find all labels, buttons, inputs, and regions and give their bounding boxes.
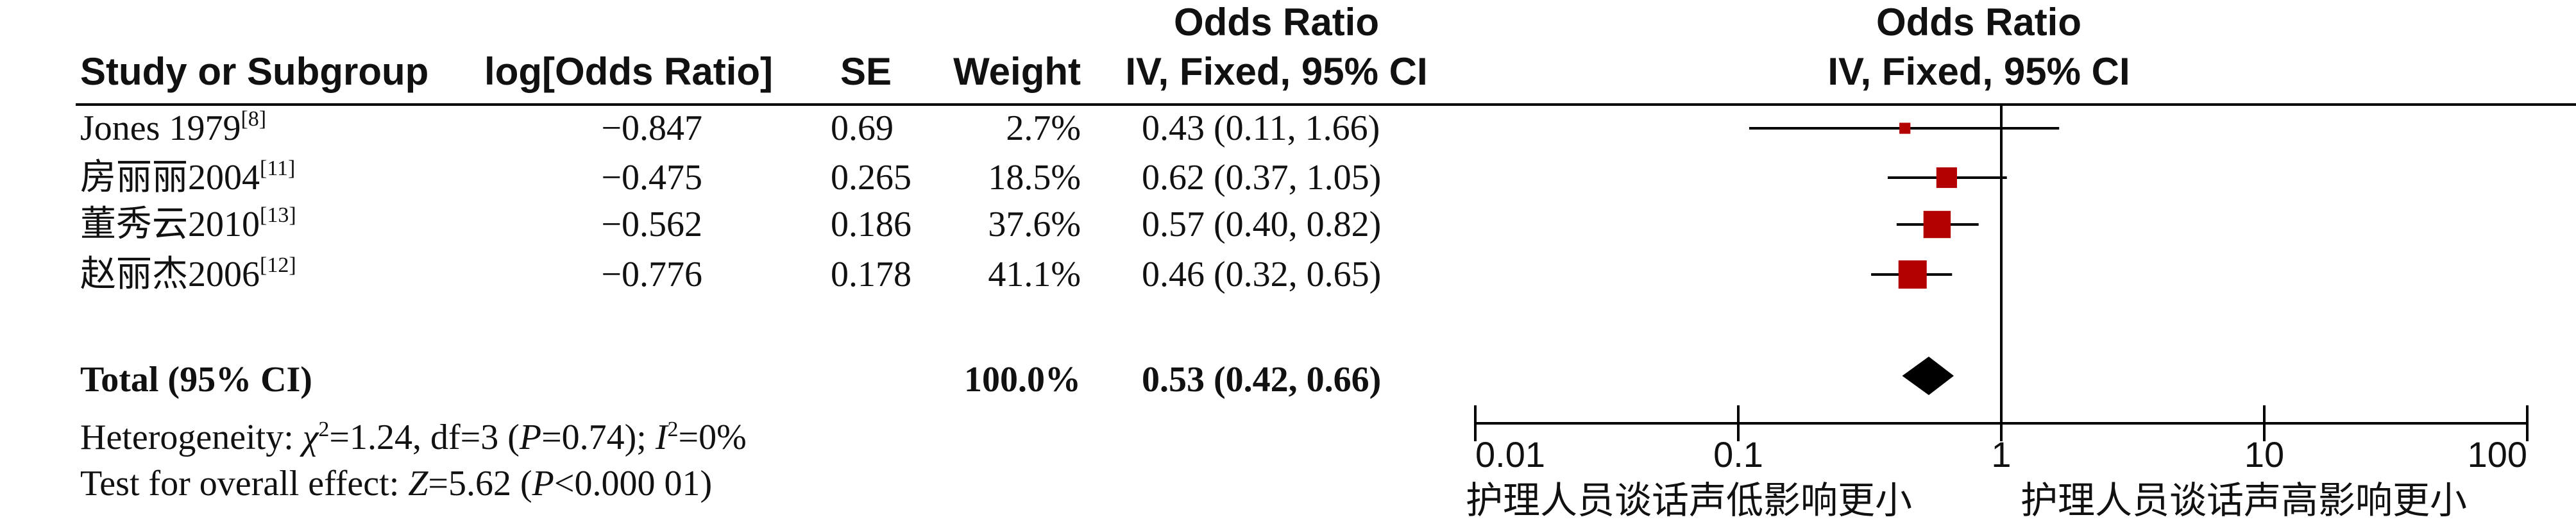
header-se: SE bbox=[840, 50, 892, 93]
study-se: 0.178 bbox=[831, 255, 911, 294]
study-weight: 18.5% bbox=[988, 158, 1081, 198]
study-name-text: 董秀云2010 bbox=[80, 205, 260, 244]
study-ref: [8] bbox=[241, 107, 266, 131]
plot-area: 0.01 0.1 1 10 100 bbox=[1474, 105, 2529, 475]
table-row: 房丽丽2004[11] −0.475 0.265 18.5% 0.62 (0.37, 1… bbox=[80, 156, 1381, 198]
x-tick-label: 0.1 bbox=[1713, 434, 1763, 475]
x-tick-label: 100 bbox=[2468, 434, 2527, 475]
study-log-or: −0.475 bbox=[601, 158, 702, 198]
study-name: 董秀云2010[13] bbox=[80, 203, 296, 244]
overall-effect-text: Test for overall effect: Z=5.62 (P<0.000… bbox=[80, 464, 712, 503]
header-study: Study or Subgroup bbox=[80, 50, 428, 93]
total-weight: 100.0% bbox=[964, 360, 1081, 400]
study-ci-text: 0.57 (0.40, 0.82) bbox=[1142, 205, 1381, 244]
x-tick-label: 10 bbox=[2244, 434, 2284, 475]
study-ci-text: 0.46 (0.32, 0.65) bbox=[1142, 255, 1381, 294]
table-row: 董秀云2010[13] −0.562 0.186 37.6% 0.57 (0.40, 0… bbox=[80, 203, 1381, 244]
study-name: 房丽丽2004[11] bbox=[80, 156, 295, 198]
study-ref: [11] bbox=[260, 156, 295, 180]
study-ci-text: 0.43 (0.11, 1.66) bbox=[1142, 108, 1380, 148]
study-marks bbox=[1749, 123, 2060, 289]
header-log-or: log[Odds Ratio] bbox=[484, 50, 773, 93]
study-marker bbox=[1898, 260, 1927, 289]
x-tick-label: 1 bbox=[1991, 434, 2011, 475]
header-or-top: Odds Ratio bbox=[1174, 1, 1379, 44]
x-tick-label: 0.01 bbox=[1475, 434, 1545, 475]
header-plot-bottom: IV, Fixed, 95% CI bbox=[1827, 50, 2130, 93]
study-log-or: −0.847 bbox=[601, 108, 702, 148]
study-ref: [13] bbox=[260, 203, 296, 227]
total-label: Total (95% CI) bbox=[80, 360, 312, 400]
study-weight: 37.6% bbox=[988, 205, 1081, 244]
table-row: Jones 1979[8] −0.847 0.69 2.7% 0.43 (0.11, 1… bbox=[80, 107, 1380, 148]
study-name-text: Jones 1979 bbox=[80, 108, 241, 148]
x-ticks: 0.01 0.1 1 10 100 bbox=[1474, 405, 2529, 475]
study-name: Jones 1979[8] bbox=[80, 107, 266, 148]
study-weight: 2.7% bbox=[1006, 108, 1081, 148]
study-name-text: 赵丽杰2006 bbox=[80, 255, 260, 294]
study-name: 赵丽杰2006[12] bbox=[80, 253, 296, 294]
study-weight: 41.1% bbox=[988, 255, 1081, 294]
favours-right-label: 护理人员谈话声高影响更小 bbox=[2021, 478, 2467, 522]
header-plot-top: Odds Ratio bbox=[1876, 1, 2081, 44]
study-se: 0.186 bbox=[831, 205, 911, 244]
study-marker bbox=[1899, 123, 1911, 134]
study-log-or: −0.562 bbox=[601, 205, 702, 244]
header-or-bottom: IV, Fixed, 95% CI bbox=[1125, 50, 1427, 93]
study-log-or: −0.776 bbox=[601, 255, 702, 294]
study-ci-text: 0.62 (0.37, 1.05) bbox=[1142, 158, 1381, 198]
heterogeneity-text: Heterogeneity: χ2=1.24, df=3 (P=0.74); I… bbox=[80, 418, 747, 457]
table-row: 赵丽杰2006[12] −0.776 0.178 41.1% 0.46 (0.32, 0… bbox=[80, 253, 1381, 294]
study-marker bbox=[1936, 167, 1957, 189]
study-marker bbox=[1923, 210, 1951, 239]
study-rows: Jones 1979[8] −0.847 0.69 2.7% 0.43 (0.11, 1… bbox=[80, 107, 1381, 294]
favours-left-label: 护理人员谈话声低影响更小 bbox=[1466, 478, 1912, 522]
pooled-diamond bbox=[1902, 357, 1954, 395]
study-se: 0.69 bbox=[831, 108, 894, 148]
study-name-text: 房丽丽2004 bbox=[80, 158, 260, 198]
total-ci-text: 0.53 (0.42, 0.66) bbox=[1142, 360, 1381, 400]
header-weight: Weight bbox=[953, 50, 1081, 93]
study-se: 0.265 bbox=[831, 158, 911, 198]
study-ref: [12] bbox=[260, 253, 296, 277]
